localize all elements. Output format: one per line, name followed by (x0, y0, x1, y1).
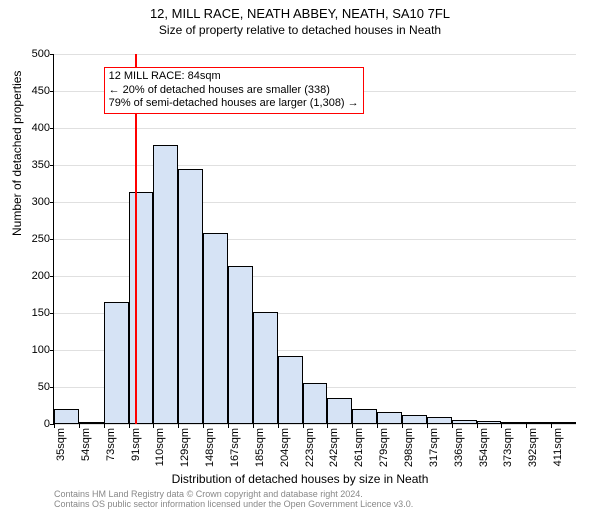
ytick-mark (50, 387, 54, 388)
histogram-bar (153, 145, 178, 424)
ytick-mark (50, 202, 54, 203)
gridline (54, 128, 576, 129)
ytick-label: 100 (32, 344, 50, 356)
ytick-mark (50, 276, 54, 277)
xtick-label: 373sqm (502, 428, 514, 467)
histogram-bar (327, 398, 352, 424)
chart-area: 05010015020025030035040045050035sqm54sqm… (53, 54, 576, 425)
xtick-label: 185sqm (254, 428, 266, 467)
ytick-label: 150 (32, 307, 50, 319)
title-sub: Size of property relative to detached ho… (0, 23, 600, 37)
xtick-label: 91sqm (130, 428, 142, 461)
ytick-mark (50, 239, 54, 240)
xtick-label: 54sqm (80, 428, 92, 461)
ytick-label: 400 (32, 122, 50, 134)
xtick-label: 129sqm (179, 428, 191, 467)
ytick-mark (50, 128, 54, 129)
xtick-label: 110sqm (154, 428, 166, 466)
histogram-bar (178, 169, 203, 424)
xtick-label: 73sqm (105, 428, 117, 461)
ytick-label: 0 (44, 418, 50, 430)
gridline (54, 54, 576, 55)
x-axis-label: Distribution of detached houses by size … (0, 472, 600, 486)
histogram-bar (452, 420, 477, 424)
xtick-label: 411sqm (552, 428, 564, 466)
xtick-label: 317sqm (428, 428, 440, 467)
ytick-label: 500 (32, 48, 50, 60)
ytick-mark (50, 313, 54, 314)
xtick-label: 223sqm (304, 428, 316, 467)
y-axis-label: Number of detached properties (10, 71, 24, 236)
histogram-bar (228, 266, 253, 424)
ytick-mark (50, 165, 54, 166)
annotation-box: 12 MILL RACE: 84sqm← 20% of detached hou… (104, 67, 364, 114)
ytick-label: 300 (32, 196, 50, 208)
histogram-bar (79, 422, 104, 424)
ytick-label: 200 (32, 270, 50, 282)
histogram-bar (377, 412, 402, 424)
histogram-bar (54, 409, 79, 424)
xtick-label: 298sqm (403, 428, 415, 467)
histogram-bar (551, 422, 576, 424)
xtick-label: 204sqm (279, 428, 291, 467)
histogram-bar (526, 422, 551, 424)
xtick-label: 261sqm (353, 428, 365, 467)
gridline (54, 165, 576, 166)
ytick-label: 50 (38, 381, 50, 393)
annotation-line: 79% of semi-detached houses are larger (… (109, 97, 359, 111)
ytick-mark (50, 91, 54, 92)
histogram-bar (129, 192, 154, 424)
xtick-label: 336sqm (453, 428, 465, 467)
histogram-bar (278, 356, 303, 424)
histogram-bar (477, 421, 502, 424)
xtick-label: 148sqm (204, 428, 216, 467)
gridline (54, 424, 576, 425)
annotation-line: 12 MILL RACE: 84sqm (109, 70, 359, 84)
histogram-bar (203, 233, 228, 424)
ytick-mark (50, 54, 54, 55)
histogram-bar (402, 415, 427, 424)
xtick-label: 279sqm (378, 428, 390, 467)
ytick-mark (50, 350, 54, 351)
xtick-label: 167sqm (229, 428, 241, 467)
ytick-label: 450 (32, 85, 50, 97)
histogram-bar (303, 383, 328, 424)
histogram-bar (427, 417, 452, 424)
histogram-bar (352, 409, 377, 424)
xtick-label: 242sqm (328, 428, 340, 467)
xtick-label: 354sqm (478, 428, 490, 467)
xtick-label: 35sqm (55, 428, 67, 461)
ytick-label: 350 (32, 159, 50, 171)
histogram-bar (104, 302, 129, 424)
title-main: 12, MILL RACE, NEATH ABBEY, NEATH, SA10 … (0, 6, 600, 21)
histogram-bar (501, 422, 526, 424)
annotation-line: ← 20% of detached houses are smaller (33… (109, 84, 359, 98)
histogram-bar (253, 312, 278, 424)
ytick-label: 250 (32, 233, 50, 245)
xtick-label: 392sqm (527, 428, 539, 467)
